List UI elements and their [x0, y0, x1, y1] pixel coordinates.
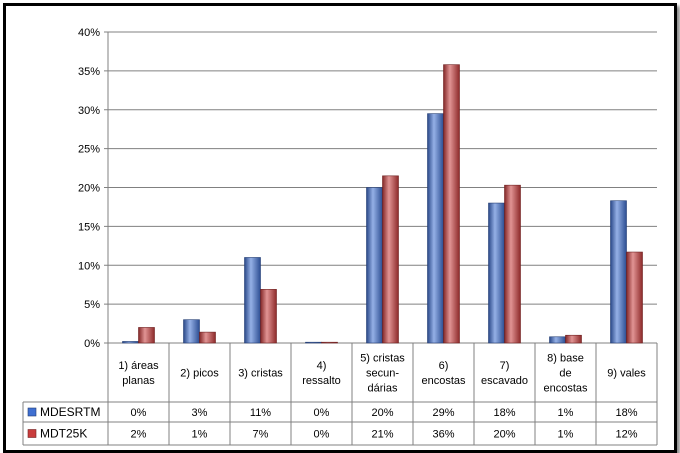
y-tick-label: 10%: [78, 260, 100, 272]
y-tick-label: 25%: [78, 144, 100, 156]
bar-mdesrtm: [610, 200, 627, 344]
category-label: 2) picos: [180, 368, 219, 380]
y-tick-label: 35%: [78, 66, 100, 78]
table-value: 2%: [131, 429, 147, 441]
bar-mdesrtm: [122, 341, 139, 344]
bar-mdt25k: [199, 331, 216, 344]
category-label: 7): [500, 360, 510, 372]
category-label: 6): [439, 360, 449, 372]
table-value: 0%: [131, 407, 147, 419]
y-tick-label: 0%: [84, 338, 100, 350]
table-value: 18%: [493, 407, 515, 419]
table-value: 21%: [371, 429, 393, 441]
category-label: de: [559, 368, 571, 380]
y-tick-label: 30%: [78, 105, 100, 117]
bar-mdesrtm: [427, 113, 444, 344]
category-label: planas: [122, 375, 155, 387]
table-value: 36%: [432, 429, 454, 441]
bar-mdesrtm: [305, 341, 322, 344]
bar-mdt25k: [443, 64, 460, 344]
table-value: 20%: [371, 407, 393, 419]
bar-mdt25k: [138, 327, 155, 344]
category-label: 1) áreas: [118, 360, 159, 372]
chart-frame: [3, 3, 677, 453]
bar-mdesrtm: [488, 202, 505, 344]
bar-mdt25k: [626, 251, 643, 344]
category-label: ressalto: [302, 375, 341, 387]
table-value: 3%: [192, 407, 208, 419]
y-tick-label: 15%: [78, 221, 100, 233]
category-label: dárias: [368, 383, 398, 395]
bar-mdesrtm: [549, 336, 566, 344]
legend-label: MDT25K: [40, 427, 87, 441]
bar-mdt25k: [565, 334, 582, 344]
category-label: 3) cristas: [238, 368, 283, 380]
bar-mdt25k: [504, 184, 521, 344]
table-value: 0%: [314, 429, 330, 441]
category-label: 5) cristas: [360, 353, 405, 365]
table-value: 18%: [615, 407, 637, 419]
bar-mdt25k: [321, 341, 338, 344]
legend-swatch-mdt25k: [27, 429, 37, 438]
table-value: 0%: [314, 407, 330, 419]
table-value: 1%: [192, 429, 208, 441]
bar-mdesrtm: [183, 319, 200, 344]
table-value: 1%: [558, 429, 574, 441]
table-value: 11%: [250, 407, 271, 419]
category-label: 4): [317, 360, 327, 372]
table-value: 12%: [615, 429, 637, 441]
table-value: 29%: [432, 407, 454, 419]
y-tick-label: 40%: [78, 27, 100, 39]
category-label: 9) vales: [607, 368, 646, 380]
bar-mdesrtm: [244, 257, 261, 344]
table-value: 1%: [558, 407, 574, 419]
bar-mdt25k: [382, 175, 399, 344]
category-label: escavado: [481, 375, 528, 387]
category-label: encostas: [543, 383, 588, 395]
bar-mdt25k: [260, 289, 277, 344]
y-tick-label: 5%: [84, 299, 100, 311]
category-label: encostas: [421, 375, 466, 387]
category-label: 8) base: [547, 353, 584, 365]
table-value: 7%: [253, 429, 269, 441]
legend-label: MDESRTM: [40, 405, 100, 419]
category-label: secun-: [366, 368, 399, 380]
bar-mdesrtm: [366, 187, 383, 344]
legend-swatch-mdesrtm: [27, 407, 37, 417]
y-tick-label: 20%: [78, 183, 100, 195]
table-value: 20%: [493, 429, 515, 441]
